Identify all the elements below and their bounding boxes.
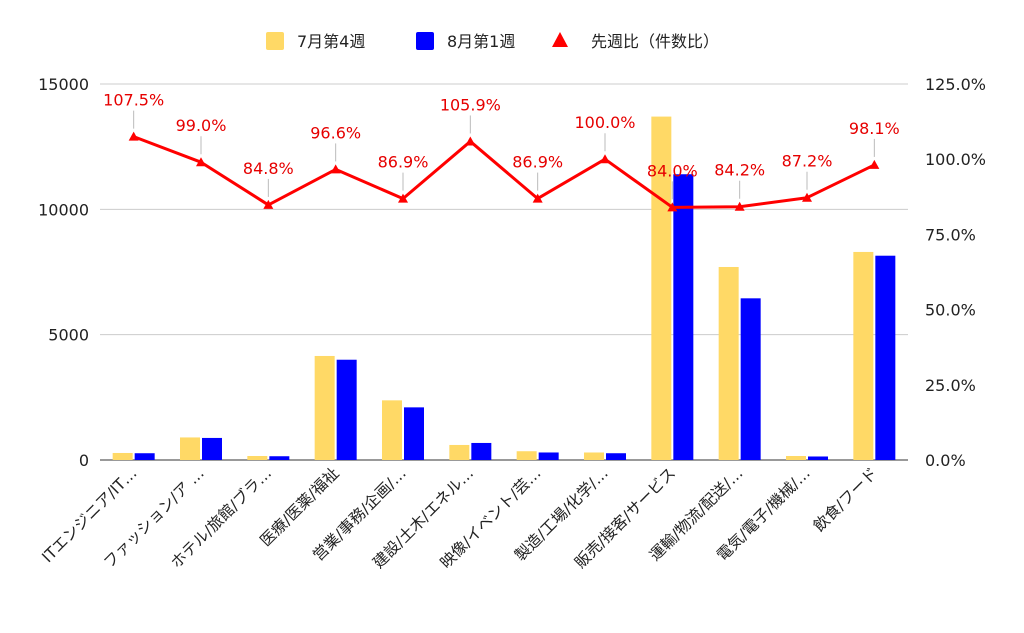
ratio-data-label: 84.2% [714, 161, 765, 180]
y-right-tick-label: 25.0% [925, 376, 976, 395]
ratio-data-label: 86.9% [378, 153, 429, 172]
bar-series-2 [404, 407, 424, 460]
ratio-data-label: 105.9% [440, 95, 501, 114]
legend-swatch [416, 32, 434, 50]
ratio-marker [734, 201, 745, 211]
bar-series-2 [336, 359, 357, 460]
y-left-tick-label: 10000 [38, 200, 89, 219]
bar-series-1 [112, 452, 133, 460]
legend-triangle-icon [552, 32, 568, 47]
bar-series-2 [673, 174, 694, 461]
y-right-tick-label: 75.0% [925, 225, 976, 244]
bar-series-1 [382, 400, 402, 460]
legend-label: 先週比（件数比） [591, 32, 719, 51]
y-right-tick-label: 50.0% [925, 301, 976, 320]
legend: 7月第4週 8月第1週 先週比（件数比） [266, 32, 719, 51]
bar-series-2 [875, 255, 896, 460]
ratio-marker [532, 193, 543, 203]
ratio-data-label: 87.2% [782, 152, 833, 171]
bar-series-1 [449, 444, 470, 460]
ratio-data-label: 99.0% [176, 116, 227, 135]
ratio-data-label: 84.8% [243, 159, 294, 178]
y-left-tick-label: 0 [79, 451, 89, 470]
ratio-line [133, 135, 875, 209]
legend-label: 7月第4週 [297, 32, 365, 51]
ratio-data-label: 84.0% [647, 161, 698, 180]
left-axis-ticks: 0 5000 10000 15000 [38, 75, 89, 470]
bar-series-2 [740, 298, 761, 460]
ratio-marker [667, 202, 678, 212]
ratio-marker [600, 154, 610, 164]
ratio-line-group: 107.5% 99.0% 84.8% 96.6% 86.9% 105.9% 86.9% 100… [103, 91, 900, 212]
bar-series-2 [471, 442, 492, 460]
ratio-data-label: 96.6% [310, 123, 361, 142]
bar-series-2 [538, 452, 559, 460]
ratio-marker [465, 136, 476, 146]
bar-series-1 [247, 455, 268, 460]
ratio-data-label: 86.9% [512, 153, 563, 172]
bar-series-1 [786, 455, 806, 460]
legend-item-series-2: 8月第1週 [416, 32, 515, 51]
bar-series-1 [314, 355, 335, 460]
bar-series-1 [584, 452, 604, 460]
bar-series-1 [718, 266, 739, 460]
bar-series-2 [606, 453, 626, 460]
bar-series-2 [134, 453, 155, 460]
ratio-data-label: 98.1% [849, 119, 900, 138]
ratio-marker [263, 199, 274, 209]
ratio-marker [330, 164, 341, 174]
right-axis-ticks: 0.0% 25.0% 50.0% 75.0% 100.0% 125.0% [925, 75, 986, 470]
y-left-tick-label: 15000 [38, 75, 89, 94]
bar-series-1 [516, 451, 537, 460]
legend-item-series-1: 7月第4週 [266, 32, 365, 51]
ratio-marker [869, 159, 880, 169]
legend-label: 8月第1週 [447, 32, 515, 51]
bar-series-2 [808, 456, 828, 460]
bar-series-1 [853, 251, 874, 460]
category-label: 飲食/フード [810, 464, 881, 535]
gridlines [100, 83, 908, 461]
bar-series-2 [202, 437, 222, 460]
ratio-marker [196, 157, 206, 167]
y-left-tick-label: 5000 [48, 326, 89, 345]
legend-swatch [266, 32, 284, 50]
bars [112, 116, 896, 461]
y-right-tick-label: 100.0% [925, 150, 986, 169]
ratio-marker [802, 192, 812, 202]
legend-item-ratio: 先週比（件数比） [552, 32, 719, 51]
ratio-data-label: 100.0% [574, 113, 635, 132]
y-right-tick-label: 125.0% [925, 75, 986, 94]
bar-series-1 [180, 437, 200, 460]
ratio-marker [128, 131, 139, 141]
bar-series-2 [269, 456, 290, 460]
ratio-marker [398, 193, 408, 203]
y-right-tick-label: 0.0% [925, 451, 966, 470]
category-labels: ITエンジニア/IT…ファッション/ア …ホテル/旅館/ブラ…医療/医薬/福祉営… [38, 463, 881, 572]
ratio-data-label: 107.5% [103, 91, 164, 110]
